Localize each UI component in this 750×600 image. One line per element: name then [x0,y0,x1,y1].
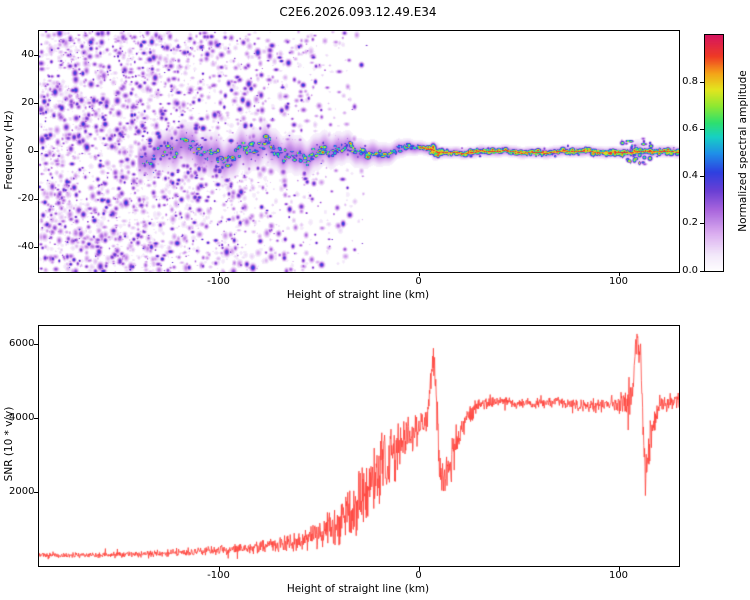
snr-y-tick [34,417,38,419]
snr-y-tick [34,343,38,345]
snr-xlabel: Height of straight line (km) [286,583,430,595]
spec-y-tick-label: 0 [27,145,34,156]
colorbar-tick-label: 0.6 [682,122,698,134]
snr-x-tick-label: 0 [415,570,422,581]
colorbar-tick [700,81,704,83]
spec-y-tick [34,151,38,152]
snr-y-tick [34,491,38,493]
colorbar-label: Normalized spectral amplitude [737,70,749,232]
colorbar-tick [700,270,704,272]
spectrogram-canvas [39,31,679,272]
spec-x-tick-label: -100 [207,276,230,287]
snr-x-tick [218,567,220,571]
spec-y-tick [34,247,38,249]
snr-x-tick [418,567,420,571]
colorbar-tick-label: 0.0 [682,264,698,276]
snr-ylabel: SNR (10 * v/v) [3,406,15,482]
snr-y-tick-label: 4000 [9,411,35,423]
spec-y-tick-label: 40 [21,48,34,60]
spec-y-tick-label: -40 [17,241,34,253]
spec-y-tick [34,199,38,201]
spec-y-tick-label: 20 [21,96,34,108]
spectrogram-xlabel: Height of straight line (km) [286,289,430,301]
colorbar-canvas [705,35,723,271]
snr-x-tick-label: -100 [207,570,230,581]
colorbar-tick-label: 0.4 [682,170,698,182]
spec-y-tick [34,102,38,104]
spec-y-tick-label: -20 [17,193,34,205]
colorbar-tick [700,176,704,178]
spec-y-tick [34,54,38,56]
snr-plot [38,325,680,567]
figure-title: C2E6.2026.093.12.49.E34 [279,5,437,19]
colorbar-tick-label: 0.8 [682,75,698,87]
snr-canvas [39,326,679,566]
colorbar-tick-label: 0.2 [682,217,698,229]
colorbar [704,34,724,272]
snr-x-tick [618,567,620,571]
spec-x-tick [218,272,220,276]
spec-x-tick-label: 100 [608,276,629,287]
spec-x-tick [418,272,420,276]
colorbar-tick [700,128,704,130]
colorbar-tick [700,223,704,225]
spec-x-tick-label: 0 [415,276,422,287]
spec-x-tick [618,272,620,276]
snr-y-tick-label: 6000 [9,337,35,349]
snr-x-tick-label: 100 [608,570,629,581]
snr-y-tick-label: 2000 [9,485,35,497]
spectrogram-plot [38,30,680,273]
